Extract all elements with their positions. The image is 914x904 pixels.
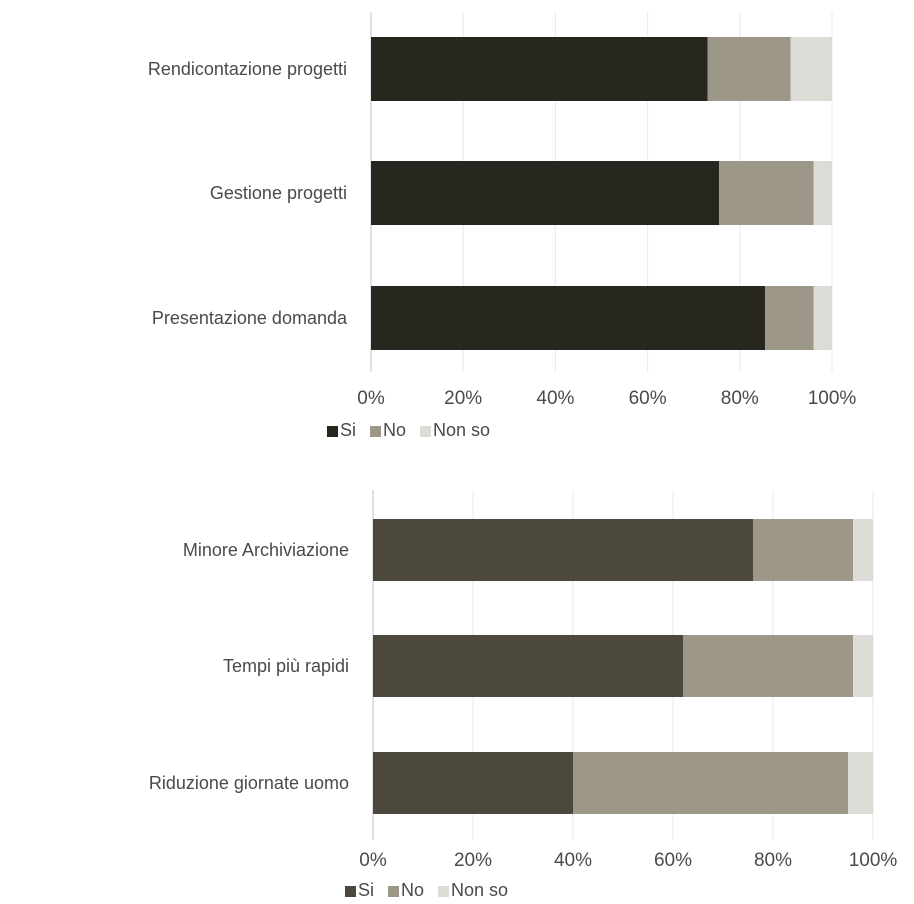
legend-swatch: [438, 886, 450, 897]
tick-label: 20%: [444, 388, 482, 409]
bar-segment: [707, 37, 791, 101]
tick-label: 80%: [721, 388, 759, 409]
legend-swatch: [420, 426, 432, 437]
legend-swatch: [327, 426, 338, 437]
legend-label: No: [401, 880, 424, 900]
chart-top: Rendicontazione progetti Gestione progett…: [148, 12, 857, 440]
bar-segment: [753, 519, 853, 581]
bar-segment: [765, 286, 814, 350]
bar-segment: [813, 286, 832, 350]
bar-segment: [848, 752, 873, 814]
legend-swatch: [345, 886, 356, 897]
tick-label: 60%: [654, 850, 692, 871]
legend-swatch: [388, 886, 400, 897]
bar-segment: [683, 635, 853, 697]
tick-label: 80%: [754, 850, 792, 871]
category-label: Tempi più rapidi: [223, 656, 349, 676]
legend-swatch: [370, 426, 382, 437]
tick-label: 100%: [849, 850, 898, 871]
tick-label: 40%: [536, 388, 574, 409]
category-label: Presentazione domanda: [152, 308, 348, 328]
legend-label: Si: [340, 420, 356, 440]
legend-label: Non so: [451, 880, 508, 900]
tick-label: 0%: [359, 850, 387, 871]
tick-label: 60%: [629, 388, 667, 409]
bar-segment: [371, 286, 766, 350]
bar-segment: [853, 519, 873, 581]
bar-segment: [790, 37, 832, 101]
category-label: Minore Archiviazione: [183, 540, 349, 560]
category-label: Rendicontazione progetti: [148, 59, 347, 79]
legend-label: Si: [358, 880, 374, 900]
bar-segment: [371, 161, 720, 225]
bar-segment: [371, 37, 708, 101]
bar-segment: [573, 752, 848, 814]
category-label: Riduzione giornate uomo: [149, 773, 349, 793]
bar-segment: [373, 752, 573, 814]
bar-segment: [853, 635, 873, 697]
bar-segment: [373, 635, 683, 697]
tick-label: 0%: [357, 388, 385, 409]
tick-label: 20%: [454, 850, 492, 871]
category-label: Gestione progetti: [210, 183, 347, 203]
tick-label: 100%: [808, 388, 857, 409]
bar-segment: [813, 161, 832, 225]
chart-bottom: Minore Archiviazione Tempi più rapidi Ridu…: [149, 490, 898, 900]
bar-segment: [719, 161, 814, 225]
legend-label: Non so: [433, 420, 490, 440]
legend-label: No: [383, 420, 406, 440]
tick-label: 40%: [554, 850, 592, 871]
bar-segment: [373, 519, 753, 581]
